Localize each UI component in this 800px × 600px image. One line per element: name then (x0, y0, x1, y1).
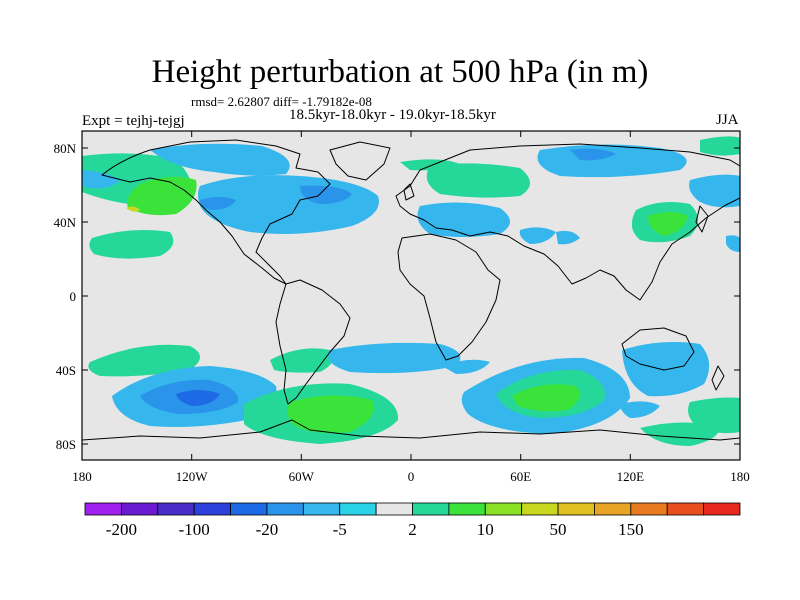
coast-greenland (329, 141, 391, 181)
colorbar-swatch (157, 502, 195, 516)
contour-neg (519, 227, 556, 244)
contour-neg (556, 230, 580, 245)
contour-field (82, 131, 740, 460)
contour-neg (442, 359, 490, 374)
coast-japan (695, 205, 709, 233)
rmsd-stats: rmsd= 2.62807 diff= -1.79182e-08 (191, 94, 372, 109)
lat-label: 80S (56, 437, 76, 452)
colorbar-swatch (84, 502, 122, 516)
coastlines (82, 139, 740, 441)
contour-neg (200, 197, 236, 210)
contour-neg (570, 148, 616, 161)
lat-label: 80N (54, 141, 77, 156)
colorbar-swatch (412, 502, 450, 516)
contour-pos (89, 230, 174, 259)
contour-pos (640, 422, 720, 446)
colorbar-swatch (703, 502, 741, 516)
contour-pos (400, 159, 460, 171)
colorbar-swatch (193, 502, 231, 516)
colorbar-swatch (630, 502, 668, 516)
colorbar-swatch (266, 502, 304, 516)
contour-neg (82, 170, 120, 189)
contour-pos (270, 348, 334, 373)
experiment-label: Expt = tejhj-tejgj (82, 113, 185, 129)
lon-label: 180 (72, 469, 92, 484)
coast-africa (397, 233, 501, 361)
contour-neg (537, 144, 687, 178)
colorbar-label: 150 (618, 520, 644, 539)
contour-pos (127, 176, 197, 216)
contour-pos (700, 136, 740, 156)
lat-label: 0 (70, 289, 77, 304)
contour-neg (300, 185, 352, 204)
contour-pos (426, 163, 530, 198)
colorbar-swatch (375, 502, 413, 516)
lon-label: 60W (289, 469, 315, 484)
colorbar-swatch (302, 502, 341, 516)
colorbar-swatch (120, 502, 159, 516)
colorbar-label: 10 (477, 520, 494, 539)
colorbar-label: -200 (106, 520, 137, 539)
lon-label: 60E (510, 469, 531, 484)
contour-peak (126, 206, 140, 212)
colorbar-label: -100 (179, 520, 210, 539)
contour-pos (512, 384, 580, 412)
lon-label: 0 (408, 469, 415, 484)
colorbar: -200 -100 -20 -5 2 10 50 150 (84, 502, 741, 539)
colorbar-label: -20 (256, 520, 279, 539)
lat-ticks: 80N 40N 0 40S 80S (54, 141, 740, 452)
map-title: Height perturbation at 500 hPa (in m) (151, 54, 649, 90)
colorbar-swatch (448, 502, 486, 516)
colorbar-label: 2 (408, 520, 417, 539)
lon-label: 120E (617, 469, 645, 484)
colorbar-swatch (484, 502, 523, 516)
coast-south-america (275, 279, 351, 405)
lat-label: 40S (56, 363, 76, 378)
colorbar-swatch (521, 502, 559, 516)
colorbar-swatch (339, 502, 377, 516)
colorbar-swatch (666, 502, 705, 516)
lon-label: 120W (176, 469, 209, 484)
period-label: 18.5kyr-18.0kyr - 19.0kyr-18.5kyr (289, 107, 496, 123)
lon-ticks: 180 120W 60W 0 60E 120E 180 (72, 131, 750, 484)
coast-uk (403, 183, 415, 201)
lat-label: 40N (54, 215, 77, 230)
coast-north-america (101, 139, 331, 285)
lon-label: 180 (730, 469, 750, 484)
season-label: JJA (716, 112, 739, 128)
coast-antarctica (82, 419, 740, 441)
coast-australia (621, 327, 695, 371)
colorbar-label: -5 (333, 520, 347, 539)
contour-neg (726, 235, 740, 252)
contour-pos (287, 395, 374, 433)
contour-pos (648, 212, 688, 236)
coast-new-zealand (711, 365, 725, 391)
contour-neg (417, 202, 510, 237)
contour-neg (328, 342, 461, 374)
colorbar-swatch (557, 502, 595, 516)
colorbar-swatch (230, 502, 268, 516)
contour-neg (689, 174, 740, 208)
coast-eurasia (395, 143, 740, 301)
contour-neg (150, 143, 290, 176)
contour-pos (88, 344, 200, 377)
colorbar-swatch (594, 502, 632, 516)
colorbar-label: 50 (550, 520, 567, 539)
contour-neg (622, 342, 710, 397)
contour-neg (620, 401, 660, 418)
contour-neg (176, 390, 220, 406)
